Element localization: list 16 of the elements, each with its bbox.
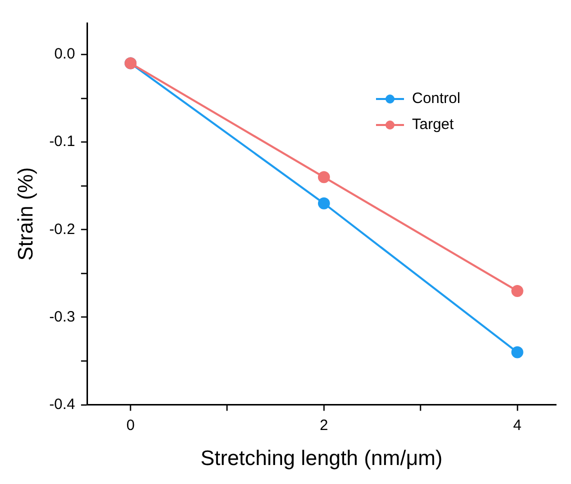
x-tick-label: 4 bbox=[513, 416, 522, 434]
point bbox=[511, 284, 524, 297]
legend-label: Target bbox=[412, 116, 455, 134]
y-tick-label: -0.1 bbox=[49, 133, 76, 150]
y-axis-title: Strain (%) bbox=[14, 167, 38, 261]
x-tick-label: 0 bbox=[126, 416, 135, 434]
y-tick-label: -0.4 bbox=[49, 396, 76, 413]
point bbox=[511, 346, 524, 358]
y-tick-label: 0.0 bbox=[54, 46, 76, 63]
y-tick-label: -0.3 bbox=[49, 308, 76, 326]
point bbox=[318, 197, 330, 210]
y-tick-label: -0.2 bbox=[49, 220, 76, 238]
x-axis-title: Stretching length (nm/μm) bbox=[200, 447, 443, 470]
legend-label: Control bbox=[412, 90, 460, 108]
point bbox=[318, 171, 330, 184]
x-tick-label: 2 bbox=[320, 416, 328, 434]
